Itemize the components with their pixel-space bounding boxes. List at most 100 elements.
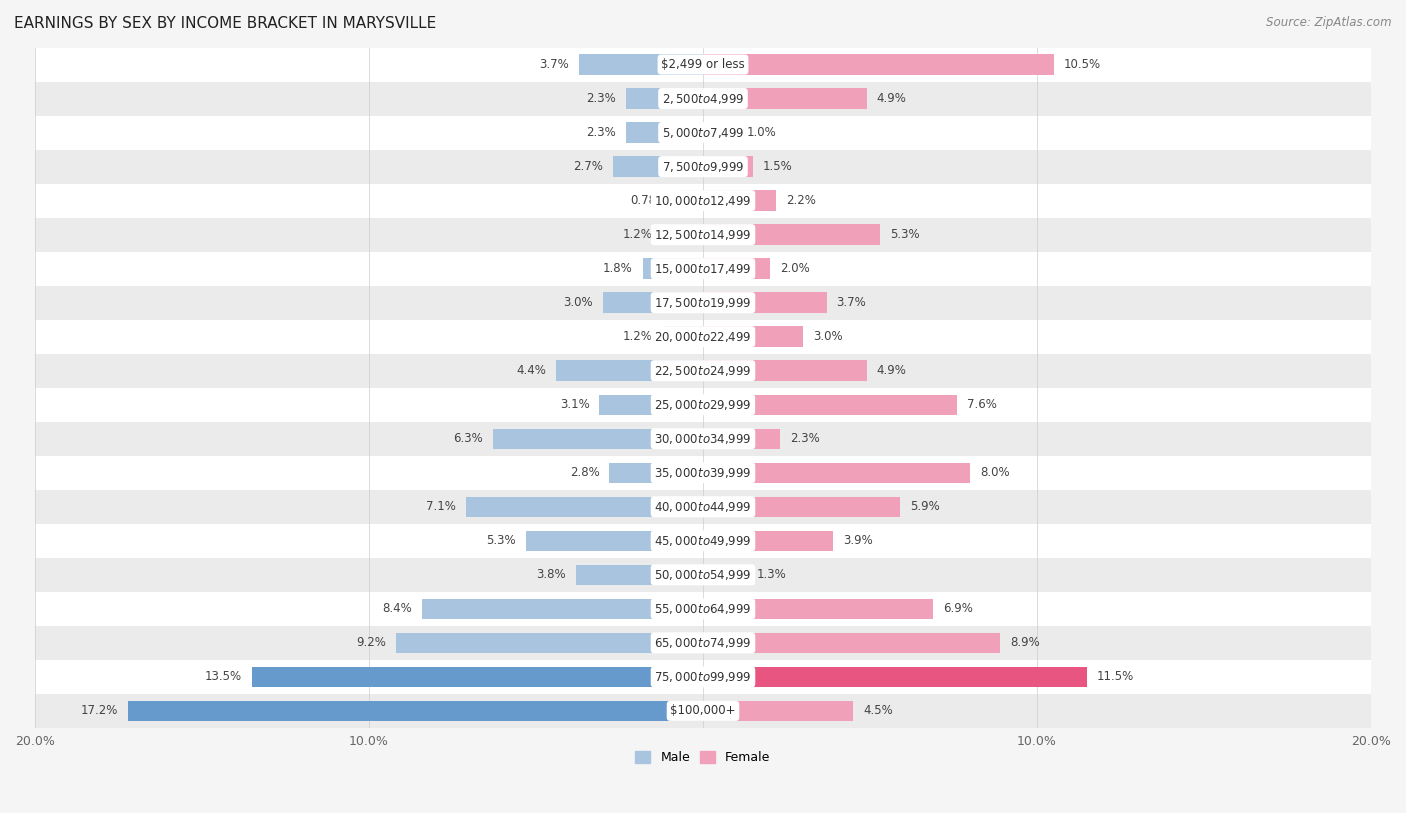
Bar [35, 354, 1371, 388]
Text: $55,000 to $64,999: $55,000 to $64,999 [654, 602, 752, 615]
Bar [703, 428, 780, 449]
Text: $35,000 to $39,999: $35,000 to $39,999 [654, 466, 752, 480]
Text: 4.4%: 4.4% [516, 364, 546, 377]
Text: $45,000 to $49,999: $45,000 to $49,999 [654, 534, 752, 548]
Bar [35, 81, 1371, 115]
Text: 4.5%: 4.5% [863, 704, 893, 717]
Bar [35, 388, 1371, 422]
Text: $40,000 to $44,999: $40,000 to $44,999 [654, 500, 752, 514]
Bar [703, 394, 957, 415]
Bar [703, 54, 1053, 75]
Bar [35, 115, 1371, 150]
Text: 2.3%: 2.3% [586, 126, 616, 139]
Bar [603, 293, 703, 313]
Legend: Male, Female: Male, Female [630, 746, 776, 769]
Bar [35, 524, 1371, 558]
Text: 1.8%: 1.8% [603, 262, 633, 275]
Bar [703, 598, 934, 619]
Text: $100,000+: $100,000+ [671, 704, 735, 717]
Bar [703, 89, 866, 109]
Bar [613, 156, 703, 176]
Bar [662, 224, 703, 245]
Bar [492, 428, 703, 449]
Text: 7.1%: 7.1% [426, 500, 456, 513]
Text: EARNINGS BY SEX BY INCOME BRACKET IN MARYSVILLE: EARNINGS BY SEX BY INCOME BRACKET IN MAR… [14, 16, 436, 31]
Text: 6.9%: 6.9% [943, 602, 973, 615]
Text: 1.3%: 1.3% [756, 568, 786, 581]
Bar [703, 701, 853, 721]
Bar [35, 252, 1371, 285]
Bar [579, 54, 703, 75]
Bar [626, 123, 703, 143]
Text: 9.2%: 9.2% [356, 637, 385, 650]
Bar [35, 184, 1371, 218]
Text: 4.9%: 4.9% [877, 364, 907, 377]
Bar [128, 701, 703, 721]
Text: $20,000 to $22,499: $20,000 to $22,499 [654, 330, 752, 344]
Bar [703, 667, 1087, 687]
Bar [35, 626, 1371, 660]
Text: $2,499 or less: $2,499 or less [661, 58, 745, 71]
Bar [35, 422, 1371, 456]
Text: 0.78%: 0.78% [630, 194, 666, 207]
Text: 3.8%: 3.8% [537, 568, 567, 581]
Text: 8.9%: 8.9% [1011, 637, 1040, 650]
Text: 5.3%: 5.3% [890, 228, 920, 241]
Text: 1.2%: 1.2% [623, 228, 652, 241]
Bar [703, 259, 770, 279]
Text: 10.5%: 10.5% [1064, 58, 1101, 71]
Text: $75,000 to $99,999: $75,000 to $99,999 [654, 670, 752, 684]
Bar [703, 531, 834, 551]
Text: 3.0%: 3.0% [564, 296, 593, 309]
Text: 11.5%: 11.5% [1097, 671, 1135, 684]
Text: $25,000 to $29,999: $25,000 to $29,999 [654, 398, 752, 411]
Text: $12,500 to $14,999: $12,500 to $14,999 [654, 228, 752, 241]
Text: $15,000 to $17,499: $15,000 to $17,499 [654, 262, 752, 276]
Bar [703, 327, 803, 347]
Text: 3.7%: 3.7% [540, 58, 569, 71]
Bar [35, 660, 1371, 693]
Bar [703, 293, 827, 313]
Text: 13.5%: 13.5% [205, 671, 242, 684]
Bar [35, 320, 1371, 354]
Text: $2,500 to $4,999: $2,500 to $4,999 [662, 92, 744, 106]
Text: $5,000 to $7,499: $5,000 to $7,499 [662, 125, 744, 140]
Bar [576, 564, 703, 585]
Bar [35, 218, 1371, 252]
Text: $22,500 to $24,999: $22,500 to $24,999 [654, 363, 752, 378]
Text: 7.6%: 7.6% [967, 398, 997, 411]
Bar [609, 463, 703, 483]
Bar [35, 150, 1371, 184]
Text: 3.1%: 3.1% [560, 398, 589, 411]
Text: Source: ZipAtlas.com: Source: ZipAtlas.com [1267, 16, 1392, 29]
Bar [35, 456, 1371, 489]
Text: 1.0%: 1.0% [747, 126, 776, 139]
Bar [703, 463, 970, 483]
Text: 2.3%: 2.3% [790, 433, 820, 446]
Text: 3.0%: 3.0% [813, 330, 842, 343]
Text: 8.0%: 8.0% [980, 467, 1010, 479]
Text: 17.2%: 17.2% [82, 704, 118, 717]
Text: 1.2%: 1.2% [623, 330, 652, 343]
Text: $30,000 to $34,999: $30,000 to $34,999 [654, 432, 752, 446]
Text: 6.3%: 6.3% [453, 433, 482, 446]
Bar [35, 693, 1371, 728]
Bar [643, 259, 703, 279]
Bar [703, 360, 866, 381]
Text: 2.3%: 2.3% [586, 92, 616, 105]
Text: 3.9%: 3.9% [844, 534, 873, 547]
Bar [703, 123, 737, 143]
Text: 2.8%: 2.8% [569, 467, 599, 479]
Bar [35, 592, 1371, 626]
Bar [35, 489, 1371, 524]
Text: 1.5%: 1.5% [763, 160, 793, 173]
Bar [35, 558, 1371, 592]
Bar [662, 327, 703, 347]
Text: $7,500 to $9,999: $7,500 to $9,999 [662, 159, 744, 174]
Bar [555, 360, 703, 381]
Text: $65,000 to $74,999: $65,000 to $74,999 [654, 636, 752, 650]
Text: 3.7%: 3.7% [837, 296, 866, 309]
Text: 5.3%: 5.3% [486, 534, 516, 547]
Text: 4.9%: 4.9% [877, 92, 907, 105]
Bar [599, 394, 703, 415]
